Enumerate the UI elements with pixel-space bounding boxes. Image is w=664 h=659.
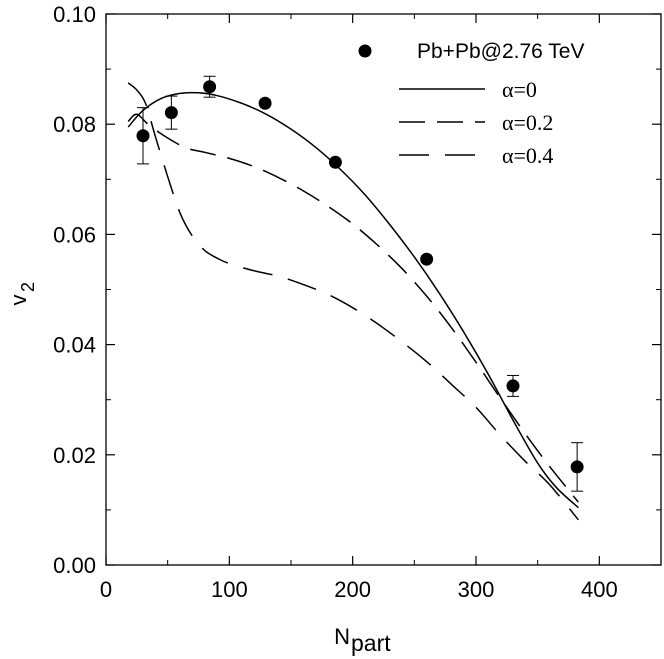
plot-frame bbox=[105, 13, 662, 566]
x-tick-label: 200 bbox=[334, 577, 371, 602]
legend-label-alpha02: α=0.2 bbox=[502, 110, 553, 135]
axis-ticks bbox=[105, 13, 661, 566]
x-tick-label: 100 bbox=[211, 577, 248, 602]
model-curves bbox=[127, 82, 579, 521]
y-axis-label-group: v 2 bbox=[6, 282, 38, 306]
data-point bbox=[506, 379, 520, 393]
data-point bbox=[420, 252, 434, 266]
data-point bbox=[136, 129, 150, 143]
data-point bbox=[203, 80, 217, 94]
x-axis-label-subscript: part bbox=[351, 630, 391, 656]
data-points bbox=[136, 75, 584, 492]
legend-label-alpha0: α=0 bbox=[502, 77, 537, 102]
data-point bbox=[570, 460, 584, 474]
legend-label-data: Pb+Pb@2.76 TeV bbox=[417, 40, 584, 63]
y-axis-label: v bbox=[6, 295, 31, 306]
x-axis-label: N bbox=[334, 624, 350, 649]
data-point bbox=[328, 155, 342, 169]
y-tick-label: 0.06 bbox=[53, 222, 96, 247]
x-tick-label: 400 bbox=[581, 577, 618, 602]
y-axis-label-subscript: 2 bbox=[18, 282, 38, 292]
y-tick-label: 0.04 bbox=[53, 333, 96, 358]
legend: Pb+Pb@2.76 TeV α=0 α=0.2 α=0.4 bbox=[358, 40, 584, 168]
series-line-1 bbox=[127, 113, 579, 503]
x-tick-label: 300 bbox=[458, 577, 495, 602]
legend-label-alpha04: α=0.4 bbox=[502, 143, 553, 168]
y-tick-label: 0.10 bbox=[53, 2, 96, 27]
y-tick-label: 0.08 bbox=[53, 112, 96, 137]
axis-tick-labels: 0 100 200 300 400 0.00 0.02 0.04 0.06 0.08 0.10 bbox=[53, 2, 618, 602]
series-line-2 bbox=[127, 82, 579, 521]
data-point bbox=[164, 106, 178, 120]
x-tick-label: 0 bbox=[100, 577, 112, 602]
y-tick-label: 0.02 bbox=[53, 443, 96, 468]
y-tick-label: 0.00 bbox=[53, 553, 96, 578]
data-point bbox=[258, 96, 272, 110]
legend-marker-data bbox=[358, 44, 372, 58]
